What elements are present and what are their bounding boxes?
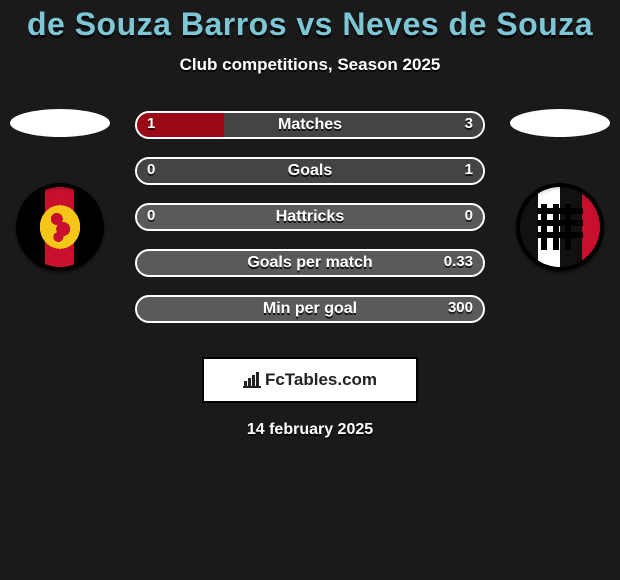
right-player-column (500, 105, 620, 271)
stat-value-right: 300 (448, 299, 473, 316)
brand-box[interactable]: FcTables.com (202, 357, 418, 403)
stat-label: Goals per match (247, 254, 372, 272)
left-player-placeholder (10, 109, 110, 137)
left-club-crest (34, 199, 86, 255)
stat-label: Goals (288, 162, 332, 180)
right-club-monogram (537, 204, 583, 250)
stat-value-left: 0 (147, 161, 155, 178)
stat-row: 0 Hattricks 0 (135, 203, 485, 231)
stat-value-left: 1 (147, 115, 155, 132)
stat-value-left: 0 (147, 207, 155, 224)
stat-value-right: 3 (465, 115, 473, 132)
stat-row: 0 Goals 1 (135, 157, 485, 185)
stat-row: 1 Matches 3 (135, 111, 485, 139)
subtitle: Club competitions, Season 2025 (0, 55, 620, 75)
stat-label: Min per goal (263, 300, 357, 318)
page-title: de Souza Barros vs Neves de Souza (0, 6, 620, 43)
left-player-column (0, 105, 120, 271)
left-club-badge (16, 183, 104, 271)
right-club-badge (516, 183, 604, 271)
brand-text: FcTables.com (265, 370, 377, 390)
stat-label: Matches (278, 116, 342, 134)
stats-list: 1 Matches 3 0 Goals 1 0 Hattricks 0 Goals per mat… (135, 111, 485, 323)
footer-date: 14 february 2025 (0, 421, 620, 439)
stat-value-right: 0 (465, 207, 473, 224)
brand-chart-icon (243, 372, 261, 388)
stat-value-right: 1 (465, 161, 473, 178)
stat-row: Min per goal 300 (135, 295, 485, 323)
stat-value-right: 0.33 (444, 253, 473, 270)
stat-bar-right (224, 113, 484, 137)
stat-row: Goals per match 0.33 (135, 249, 485, 277)
comparison-content: 1 Matches 3 0 Goals 1 0 Hattricks 0 Goals per mat… (0, 105, 620, 325)
stat-label: Hattricks (276, 208, 344, 226)
right-player-placeholder (510, 109, 610, 137)
